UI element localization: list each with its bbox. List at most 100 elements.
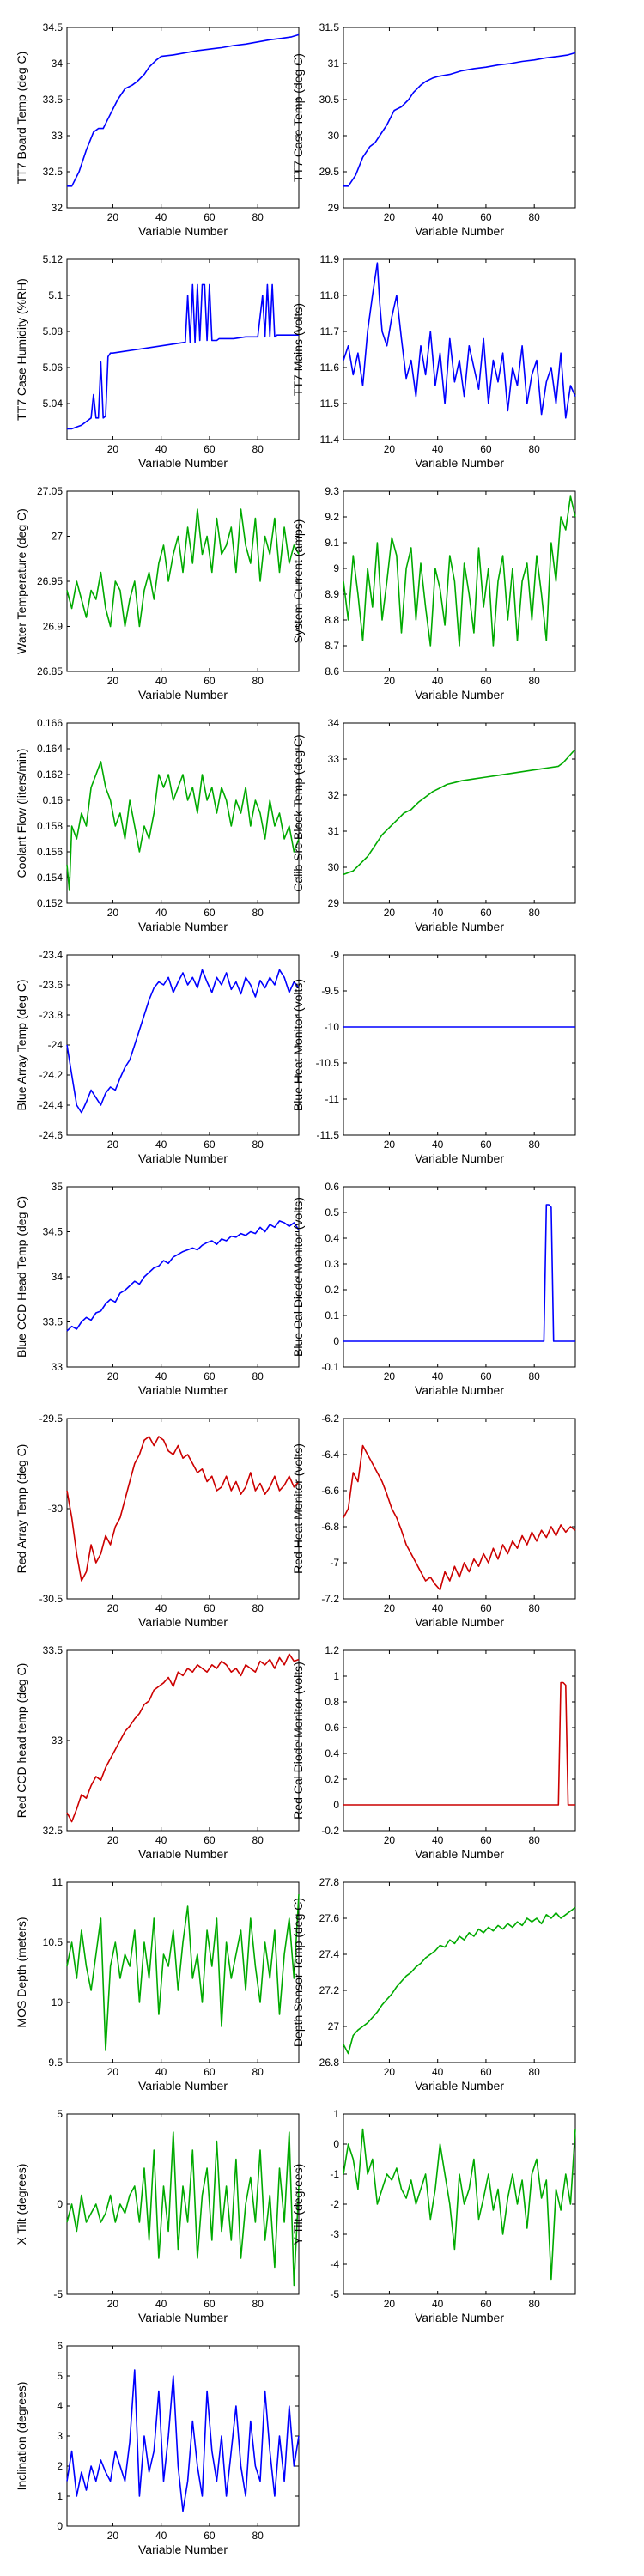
x-tick-label: 20: [107, 1370, 119, 1382]
x-tick-label: 40: [432, 2066, 444, 2078]
chart-panel-18: 20 40 60 80 26.8 27 27.2 27.4 27.6 27.8 Variable N…: [291, 1876, 576, 2093]
x-tick-label: 60: [480, 675, 492, 687]
x-tick-label: 40: [155, 675, 167, 687]
x-tick-label: 40: [155, 2066, 167, 2078]
x-tick-label: 60: [480, 1834, 492, 1846]
data-line: [67, 33, 300, 187]
y-tick-label: -6.4: [321, 1449, 339, 1461]
y-tick-label: 10: [52, 1996, 64, 2008]
x-tick-label: 20: [384, 443, 396, 455]
plot-frame: [66, 2345, 300, 2527]
y-tick-label: -1: [330, 2168, 339, 2180]
chart-panel-9: 20 40 60 80 -24.6 -24.4 -24.2 -24 -23.8 -23.6 -23.…: [15, 949, 300, 1165]
x-axis-title: Variable Number: [415, 2311, 504, 2324]
y-tick-label: 0: [333, 2138, 339, 2150]
x-tick-label: 20: [107, 2066, 119, 2078]
y-tick-label: 29.5: [319, 166, 340, 178]
y-tick-label: -30: [48, 1503, 64, 1515]
x-axis-title: Variable Number: [138, 2311, 228, 2324]
y-tick-label: 8.8: [325, 614, 339, 626]
plot-frame: [66, 1881, 300, 2063]
y-tick-label: 5: [57, 2108, 63, 2120]
x-tick-label: 60: [204, 907, 216, 919]
y-tick-label: 4: [57, 2400, 63, 2412]
x-axis-title: Variable Number: [138, 224, 228, 238]
x-tick-label: 20: [107, 907, 119, 919]
x-tick-label: 80: [252, 675, 264, 687]
y-tick-label: 9.1: [325, 537, 339, 549]
x-tick-label: 40: [432, 2298, 444, 2310]
x-tick-label: 80: [252, 2066, 264, 2078]
x-tick-label: 60: [480, 907, 492, 919]
y-tick-label: 0.16: [43, 794, 64, 806]
y-tick-label: 30: [328, 861, 340, 873]
data-line: [66, 1436, 300, 1582]
x-tick-label: 40: [155, 2530, 167, 2542]
y-axis-title: TT7 Mains (volts): [291, 303, 305, 396]
x-tick-label: 20: [107, 1834, 119, 1846]
y-axis-title: X Tilt (degrees): [15, 2164, 28, 2245]
y-tick-label: -24.6: [39, 1129, 64, 1141]
x-tick-label: 60: [204, 1602, 216, 1614]
plot-frame: [343, 954, 576, 1136]
plot-frame: [343, 258, 576, 440]
x-axis-title: Variable Number: [138, 920, 228, 933]
y-tick-label: 33.5: [43, 94, 64, 106]
y-tick-label: 27.6: [319, 1912, 340, 1924]
y-tick-label: 33.5: [43, 1644, 64, 1656]
y-tick-label: -29.5: [39, 1413, 64, 1425]
chart-panel-16: 20 40 60 80 -0.2 0 0.2 0.4 0.6 0.8 1 1.2 Variable Nu…: [291, 1644, 576, 1861]
y-tick-label: 0: [57, 2520, 63, 2532]
y-tick-label: 0.3: [325, 1258, 339, 1270]
y-tick-label: 11.8: [320, 289, 340, 301]
x-tick-label: 40: [432, 675, 444, 687]
x-tick-label: 80: [529, 907, 541, 919]
y-tick-label: 26.85: [37, 665, 63, 677]
y-tick-label: 34: [52, 1271, 64, 1283]
x-axis-title: Variable Number: [138, 688, 228, 702]
plot-frame: [343, 722, 576, 904]
x-axis-title: Variable Number: [138, 456, 228, 470]
y-tick-label: 9.3: [325, 485, 339, 497]
y-tick-label: -7: [330, 1557, 339, 1569]
y-tick-label: 33: [52, 130, 64, 142]
x-axis-title: Variable Number: [415, 224, 504, 238]
y-tick-label: 30: [328, 130, 340, 142]
y-tick-label: 31: [328, 825, 340, 837]
x-tick-label: 20: [384, 2066, 396, 2078]
y-tick-label: 11.9: [320, 253, 340, 265]
y-tick-label: 11.5: [320, 398, 340, 410]
plot-frame: [66, 27, 300, 209]
x-tick-label: 20: [384, 1602, 396, 1614]
x-tick-label: 60: [480, 2298, 492, 2310]
y-axis-title: TT7 Case Humidity (%RH): [15, 278, 28, 421]
y-axis-title: Y Tilt (degrees): [291, 2164, 305, 2245]
chart-panel-15: 20 40 60 80 32.5 33 33.5 Variable Number Red CCD…: [15, 1644, 300, 1861]
x-tick-label: 80: [529, 1834, 541, 1846]
chart-panel-20: 20 40 60 80 -5 -4 -3 -2 -1 0 1 Variable Number Y Til…: [291, 2108, 576, 2324]
plot-frame: [343, 1881, 576, 2063]
y-axis-title: Blue Heat Monitor (volts): [291, 979, 305, 1111]
y-tick-label: 11.4: [320, 434, 340, 446]
x-tick-label: 20: [384, 1834, 396, 1846]
x-tick-label: 60: [204, 443, 216, 455]
y-tick-label: 34.5: [43, 1226, 64, 1238]
chart-panel-7: 20 40 60 80 0.152 0.154 0.156 0.158 0.16 0.162 0.1…: [15, 717, 300, 933]
x-tick-label: 60: [204, 675, 216, 687]
x-tick-label: 20: [107, 1602, 119, 1614]
data-line: [343, 262, 576, 419]
x-tick-label: 40: [432, 211, 444, 223]
y-tick-label: -10: [325, 1021, 340, 1033]
x-axis-title: Variable Number: [138, 2079, 228, 2093]
y-tick-label: 9.5: [48, 2057, 63, 2069]
x-tick-label: 60: [204, 2530, 216, 2542]
y-tick-label: 32: [328, 789, 340, 801]
plot-frame: [66, 1649, 300, 1832]
y-tick-label: 1: [333, 2108, 339, 2120]
x-tick-label: 40: [432, 1139, 444, 1151]
x-tick-label: 40: [155, 2298, 167, 2310]
x-tick-label: 20: [384, 1370, 396, 1382]
x-axis-title: Variable Number: [415, 1151, 504, 1165]
y-axis-title: TT7 Case Temp (deg C): [291, 53, 305, 182]
